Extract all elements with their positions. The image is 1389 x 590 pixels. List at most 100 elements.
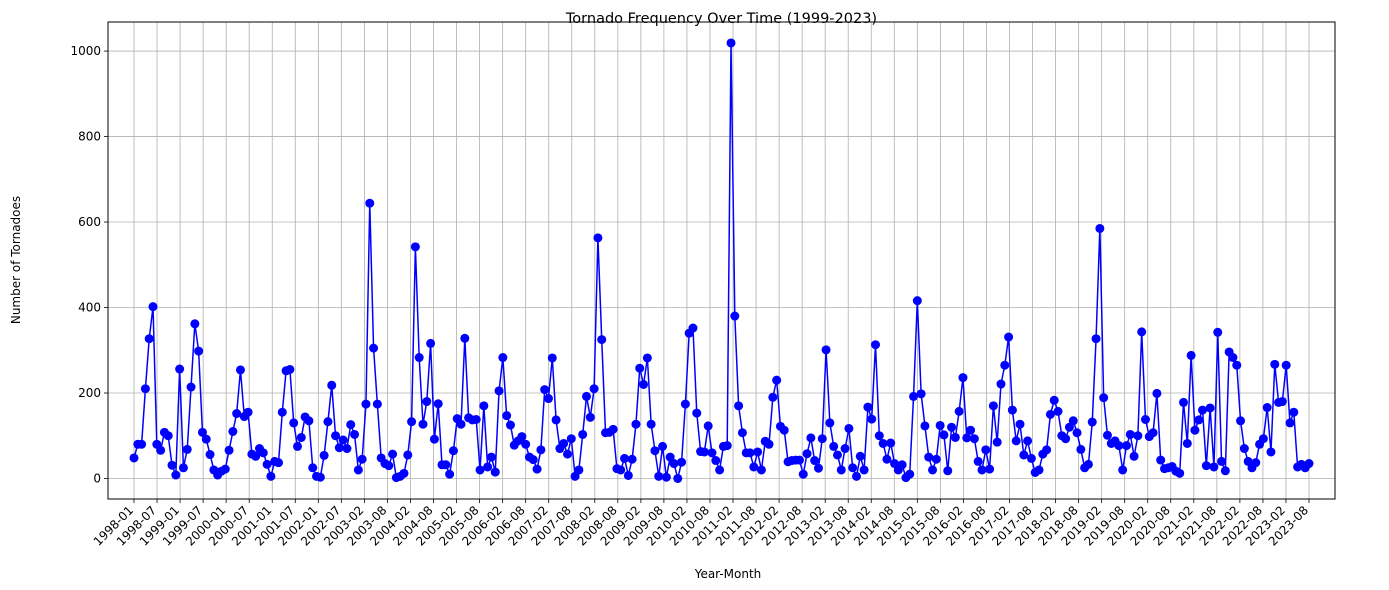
data-point bbox=[399, 468, 409, 478]
data-point bbox=[589, 384, 599, 394]
data-point bbox=[175, 364, 185, 374]
data-point bbox=[661, 472, 671, 482]
data-point bbox=[646, 419, 656, 429]
data-point bbox=[486, 452, 496, 462]
data-point bbox=[201, 434, 211, 444]
data-point bbox=[962, 433, 972, 443]
data-point bbox=[532, 464, 542, 474]
data-point bbox=[764, 439, 774, 449]
data-point bbox=[426, 338, 436, 348]
data-point bbox=[190, 319, 200, 329]
data-point bbox=[635, 363, 645, 373]
data-point bbox=[851, 471, 861, 481]
data-point bbox=[521, 439, 531, 449]
data-point bbox=[642, 353, 652, 363]
data-point bbox=[137, 439, 147, 449]
data-point bbox=[460, 333, 470, 343]
data-point bbox=[331, 431, 341, 441]
data-point bbox=[471, 415, 481, 424]
data-point bbox=[840, 444, 850, 454]
data-point bbox=[1019, 450, 1029, 460]
data-point bbox=[1140, 415, 1150, 424]
data-point bbox=[947, 422, 957, 432]
data-point bbox=[1209, 462, 1219, 472]
data-point bbox=[992, 437, 1002, 447]
data-point bbox=[1118, 465, 1128, 475]
data-point bbox=[574, 465, 584, 475]
data-point bbox=[251, 451, 261, 461]
data-point bbox=[445, 469, 455, 479]
data-point bbox=[1007, 405, 1017, 415]
data-point bbox=[722, 441, 732, 451]
data-point bbox=[517, 432, 527, 442]
data-point bbox=[1087, 417, 1097, 427]
data-point bbox=[479, 401, 489, 411]
data-point bbox=[243, 407, 253, 417]
data-point bbox=[1239, 444, 1249, 454]
data-point bbox=[928, 465, 938, 475]
data-point bbox=[1190, 425, 1200, 435]
data-point bbox=[658, 441, 668, 451]
data-point bbox=[334, 443, 344, 453]
data-point bbox=[327, 380, 337, 390]
data-point bbox=[384, 461, 394, 471]
data-point bbox=[353, 465, 363, 475]
data-point bbox=[224, 445, 234, 455]
data-point bbox=[167, 460, 177, 470]
data-point bbox=[293, 441, 303, 451]
data-point bbox=[878, 438, 888, 448]
data-point bbox=[182, 444, 192, 454]
data-point bbox=[1198, 405, 1208, 415]
data-point bbox=[1175, 468, 1185, 478]
data-point bbox=[745, 448, 755, 458]
data-point bbox=[582, 391, 592, 401]
data-point bbox=[551, 415, 561, 425]
data-point bbox=[677, 457, 687, 467]
data-point bbox=[277, 407, 287, 417]
data-point bbox=[1023, 436, 1033, 446]
data-point bbox=[939, 430, 949, 440]
data-point bbox=[566, 434, 576, 444]
series-tornadoes bbox=[129, 38, 1314, 483]
data-point bbox=[703, 421, 713, 431]
data-point bbox=[954, 406, 964, 416]
data-point bbox=[593, 233, 603, 243]
data-point bbox=[654, 471, 664, 481]
data-point bbox=[148, 302, 158, 312]
data-point bbox=[981, 445, 991, 455]
data-point bbox=[1015, 419, 1025, 429]
data-point bbox=[737, 428, 747, 438]
data-point bbox=[768, 392, 778, 402]
data-point bbox=[806, 433, 816, 443]
data-point bbox=[734, 401, 744, 411]
data-point bbox=[699, 447, 709, 457]
data-point bbox=[220, 464, 230, 474]
data-point bbox=[673, 473, 683, 483]
data-point bbox=[178, 463, 188, 473]
data-point bbox=[909, 391, 919, 401]
y-tick-label: 200 bbox=[78, 386, 101, 400]
data-point bbox=[798, 469, 808, 479]
data-point bbox=[338, 435, 348, 445]
data-point bbox=[388, 449, 398, 459]
data-point bbox=[323, 417, 333, 427]
data-point bbox=[1042, 445, 1052, 455]
data-point bbox=[1076, 444, 1086, 454]
data-point bbox=[871, 340, 880, 350]
data-point bbox=[129, 453, 139, 463]
data-point bbox=[620, 453, 630, 463]
data-point bbox=[194, 346, 204, 356]
data-point bbox=[1217, 456, 1227, 466]
data-point bbox=[1083, 459, 1093, 469]
data-point bbox=[969, 434, 979, 444]
data-point bbox=[1125, 429, 1135, 439]
data-point bbox=[1277, 397, 1287, 407]
data-point bbox=[235, 365, 245, 375]
data-point bbox=[756, 465, 766, 475]
chart-title: Tornado Frequency Over Time (1999-2023) bbox=[565, 11, 877, 27]
data-point bbox=[418, 419, 428, 429]
data-point bbox=[258, 448, 268, 458]
data-point bbox=[813, 463, 823, 473]
data-point bbox=[1026, 453, 1036, 463]
